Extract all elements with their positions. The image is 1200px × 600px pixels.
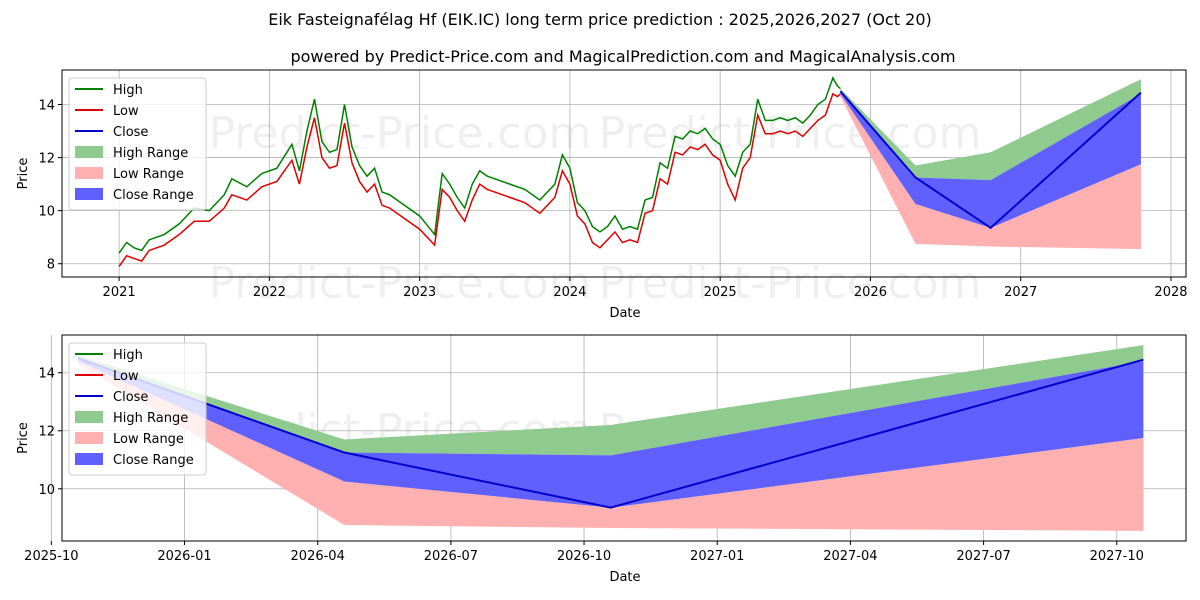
legend-label: Low Range bbox=[113, 432, 184, 447]
x-tick-label: 2026-10 bbox=[557, 549, 611, 564]
axes-frame bbox=[61, 69, 1187, 278]
low-series-line bbox=[118, 92, 841, 267]
y-tick-label: 14 bbox=[38, 99, 55, 114]
x-tick-label: 2026-07 bbox=[424, 549, 478, 564]
close-forecast-line bbox=[77, 357, 1144, 509]
legend-swatch bbox=[75, 167, 103, 179]
legend: High Low Close High Range Low Range Close Ran… bbox=[68, 77, 207, 211]
legend-label: Low bbox=[113, 369, 139, 384]
x-axis-label: Date bbox=[609, 570, 640, 585]
x-tick-label: 2027-10 bbox=[1090, 549, 1144, 564]
x-tick-label: 2027-04 bbox=[823, 549, 877, 564]
x-tick-label: 2027-01 bbox=[690, 549, 744, 564]
legend-label: Low bbox=[113, 104, 139, 119]
legend-box bbox=[68, 77, 207, 211]
legend-label: High Range bbox=[113, 411, 188, 426]
legend-swatch bbox=[75, 411, 103, 423]
legend-label: Close bbox=[113, 390, 148, 405]
bottom-panel: Predict-Price.comPredict-Price.com2025-1… bbox=[16, 334, 1187, 585]
legend-label: High bbox=[113, 83, 143, 98]
legend-swatch bbox=[75, 146, 103, 158]
legend-label: Close Range bbox=[113, 453, 194, 468]
x-tick-label: 2021 bbox=[103, 285, 136, 300]
plot-area bbox=[77, 345, 1144, 531]
x-tick-label: 2028 bbox=[1154, 285, 1187, 300]
x-tick-label: 2022 bbox=[253, 285, 286, 300]
y-axis-label: Price bbox=[16, 422, 31, 454]
x-tick-label: 2025 bbox=[704, 285, 737, 300]
y-tick-label: 14 bbox=[38, 367, 55, 382]
y-tick-label: 10 bbox=[38, 205, 55, 220]
low-range-band bbox=[840, 93, 1141, 250]
legend-label: Close Range bbox=[113, 188, 194, 203]
chart-subtitle: powered by Predict-Price.com and Magical… bbox=[290, 47, 955, 66]
legend-label: Close bbox=[113, 125, 148, 140]
legend: High Low Close High Range Low Range Close Ran… bbox=[68, 342, 207, 476]
chart-title: Eik Fasteignafélag Hf (EIK.IC) long term… bbox=[268, 10, 931, 29]
high-range-band bbox=[840, 79, 1141, 181]
x-tick-label: 2026-01 bbox=[157, 549, 211, 564]
x-tick-label: 2023 bbox=[403, 285, 436, 300]
y-tick-label: 8 bbox=[47, 258, 55, 273]
x-tick-label: 2025-10 bbox=[24, 549, 78, 564]
close-range-band bbox=[840, 91, 1141, 228]
legend-label: High bbox=[113, 348, 143, 363]
legend-label: High Range bbox=[113, 146, 188, 161]
top-panel: Predict-Price.com Predict-Price.comPredic… bbox=[16, 69, 1188, 321]
plot-area bbox=[118, 76, 1142, 267]
y-tick-label: 12 bbox=[38, 425, 55, 440]
x-tick-label: 2024 bbox=[553, 285, 586, 300]
y-axis-label: Price bbox=[16, 158, 31, 190]
close-range-band bbox=[77, 358, 1144, 508]
legend-swatch bbox=[75, 188, 103, 200]
x-axis-label: Date bbox=[609, 306, 640, 321]
x-tick-label: 2026 bbox=[854, 285, 887, 300]
legend-label: Low Range bbox=[113, 167, 184, 182]
watermark-text: Predict-Price.com bbox=[209, 108, 592, 159]
close-forecast-line bbox=[839, 90, 1142, 230]
watermark-text: Predict-Price.com bbox=[209, 258, 592, 309]
legend-swatch bbox=[75, 453, 103, 465]
y-tick-label: 10 bbox=[38, 483, 55, 498]
high-series-line bbox=[118, 76, 841, 254]
x-tick-label: 2027 bbox=[1004, 285, 1037, 300]
legend-box bbox=[68, 342, 207, 476]
axes-frame bbox=[61, 334, 1187, 542]
x-tick-label: 2027-07 bbox=[956, 549, 1010, 564]
y-tick-label: 12 bbox=[38, 152, 55, 167]
watermark-text: Predict-Price.com bbox=[599, 258, 982, 309]
low-range-band bbox=[77, 361, 1144, 531]
high-range-band bbox=[77, 345, 1144, 456]
legend-swatch bbox=[75, 432, 103, 444]
x-tick-label: 2026-04 bbox=[291, 549, 345, 564]
